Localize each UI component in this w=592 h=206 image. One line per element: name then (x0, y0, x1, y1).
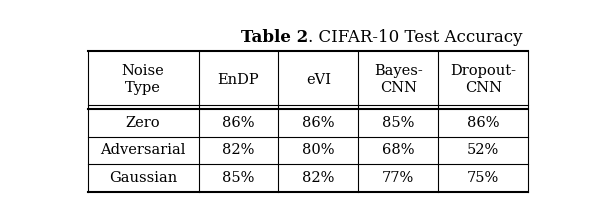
Text: Dropout-
CNN: Dropout- CNN (450, 64, 516, 95)
Text: Adversarial: Adversarial (101, 143, 186, 157)
Text: Gaussian: Gaussian (109, 171, 177, 185)
Text: Table 2: Table 2 (241, 29, 308, 47)
Text: 86%: 86% (467, 116, 500, 130)
Text: 85%: 85% (222, 171, 255, 185)
Text: . CIFAR-10 Test Accuracy: . CIFAR-10 Test Accuracy (308, 29, 523, 47)
Text: 85%: 85% (382, 116, 414, 130)
Text: 77%: 77% (382, 171, 414, 185)
Text: eVI: eVI (306, 73, 331, 87)
Text: 86%: 86% (302, 116, 334, 130)
Text: Noise
Type: Noise Type (122, 64, 165, 95)
Text: 82%: 82% (302, 171, 334, 185)
Text: EnDP: EnDP (218, 73, 259, 87)
Text: 86%: 86% (222, 116, 255, 130)
Text: Bayes-
CNN: Bayes- CNN (374, 64, 423, 95)
Text: 75%: 75% (467, 171, 499, 185)
Text: Zero: Zero (126, 116, 160, 130)
Text: 82%: 82% (222, 143, 255, 157)
Text: 68%: 68% (382, 143, 414, 157)
Text: 80%: 80% (302, 143, 334, 157)
Text: 52%: 52% (467, 143, 499, 157)
